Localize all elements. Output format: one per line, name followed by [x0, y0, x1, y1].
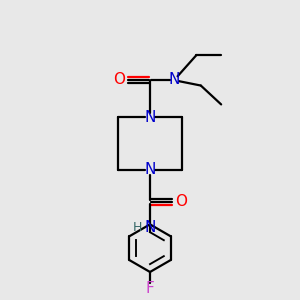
Text: O: O [176, 194, 188, 209]
Text: N: N [144, 162, 156, 177]
Text: O: O [113, 72, 125, 87]
Text: F: F [146, 281, 154, 296]
Text: N: N [169, 72, 180, 87]
Text: H: H [133, 221, 142, 234]
Text: N: N [144, 220, 156, 235]
Text: N: N [144, 110, 156, 125]
